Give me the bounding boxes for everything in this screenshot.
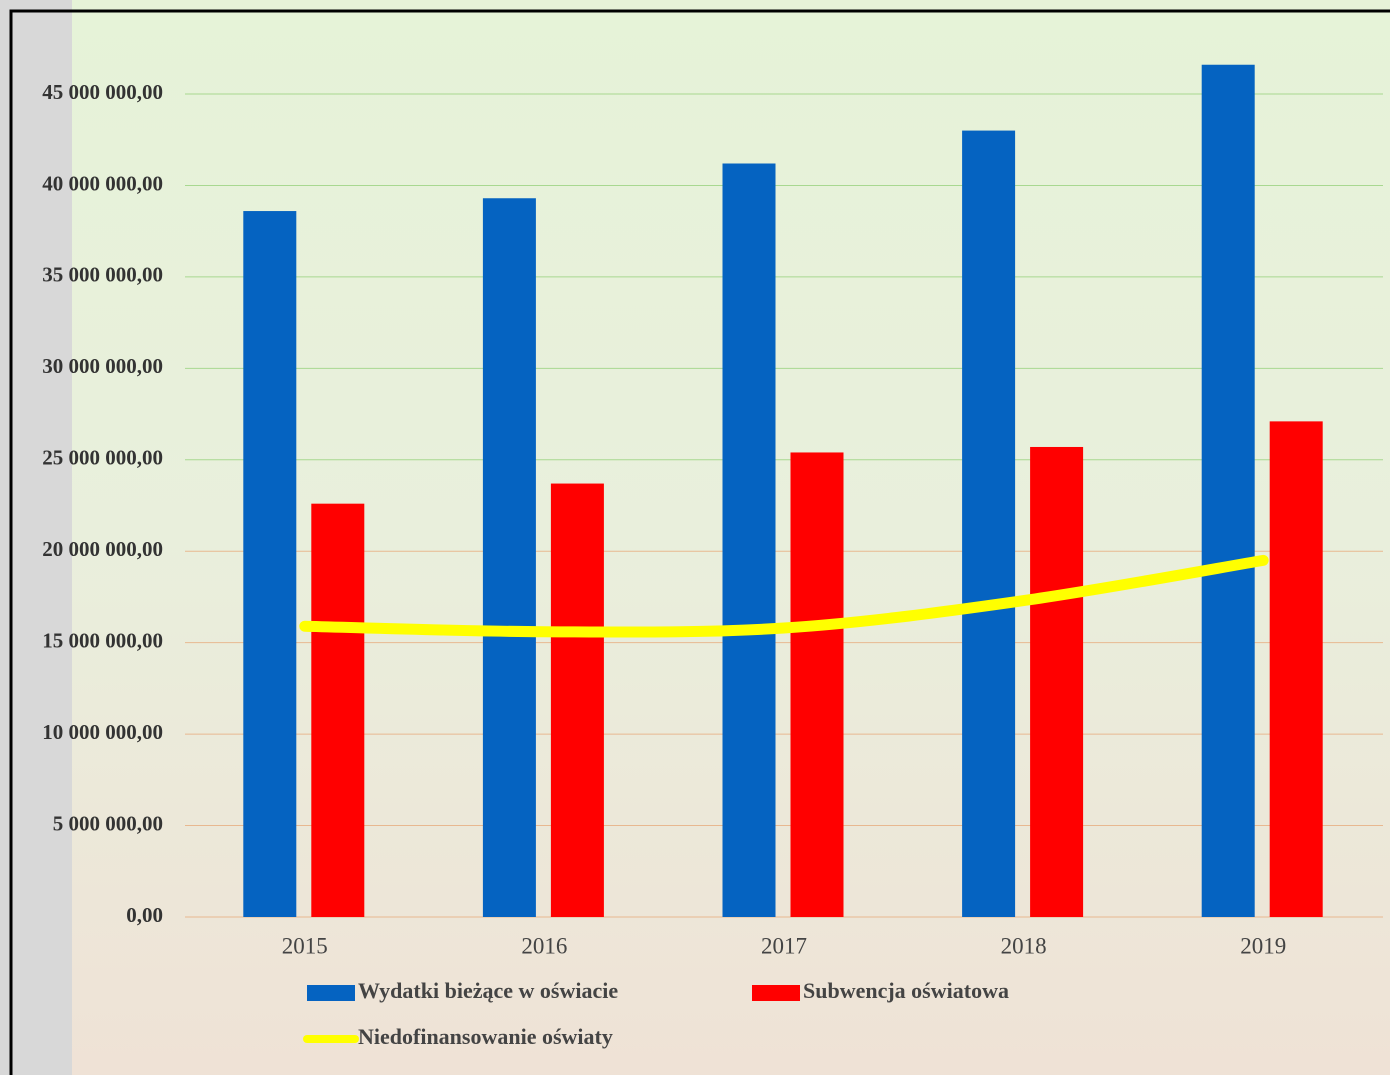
bar xyxy=(311,504,364,917)
bar xyxy=(1270,421,1323,917)
x-tick-label: 2019 xyxy=(1240,933,1286,958)
bar xyxy=(723,163,776,917)
x-tick-label: 2018 xyxy=(1001,933,1047,958)
legend-swatch xyxy=(752,985,800,1001)
y-tick-label: 45 000 000,00 xyxy=(42,80,163,104)
y-tick-label: 35 000 000,00 xyxy=(42,263,163,287)
legend-swatch xyxy=(307,985,355,1001)
bar xyxy=(483,198,536,917)
y-tick-label: 15 000 000,00 xyxy=(42,628,163,652)
background xyxy=(0,0,1390,1075)
legend-label: Wydatki bieżące w oświacie xyxy=(358,978,618,1003)
y-tick-label: 40 000 000,00 xyxy=(42,171,163,195)
y-tick-label: 30 000 000,00 xyxy=(42,354,163,378)
x-tick-label: 2015 xyxy=(282,933,328,958)
bar xyxy=(962,131,1015,917)
page: {"chart_data": {"type": "bar_line", "cat… xyxy=(0,0,1390,1075)
y-tick-label: 25 000 000,00 xyxy=(42,446,163,470)
y-tick-label: 5 000 000,00 xyxy=(53,811,163,835)
y-tick-label: 0,00 xyxy=(126,903,163,927)
chart: 0,00 5 000 000,00 10 000 000,00 15 000 000,… xyxy=(0,0,1390,1075)
bar xyxy=(243,211,296,917)
bar xyxy=(1202,65,1255,917)
y-tick-label: 20 000 000,00 xyxy=(42,537,163,561)
bar xyxy=(1030,447,1083,917)
legend-label: Subwencja oświatowa xyxy=(803,978,1009,1003)
x-tick-label: 2017 xyxy=(761,933,807,958)
y-tick-label: 10 000 000,00 xyxy=(42,720,163,744)
bar xyxy=(551,484,604,917)
x-tick-label: 2016 xyxy=(521,933,567,958)
bar xyxy=(791,452,844,917)
legend-label: Niedofinansowanie oświaty xyxy=(358,1024,613,1049)
